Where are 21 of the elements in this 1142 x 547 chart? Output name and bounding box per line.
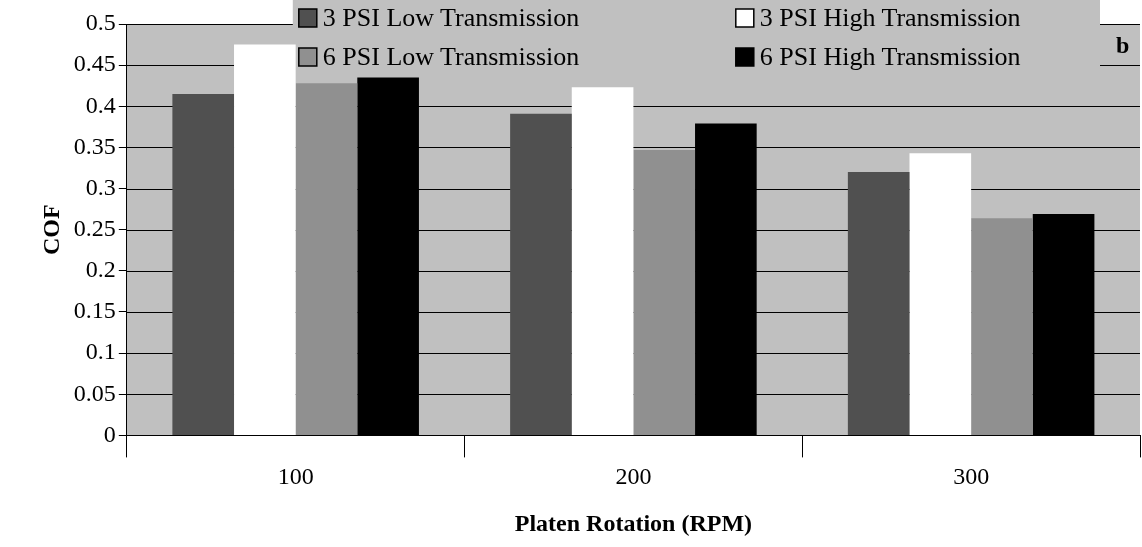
y-tick-label: 0.15 [73, 297, 116, 324]
x-axis-title: Platen Rotation (RPM) [514, 509, 753, 536]
y-tick-label: 0.45 [73, 50, 116, 77]
y-tick-label: 0.05 [73, 379, 116, 406]
y-tick-label: 0.35 [73, 132, 116, 159]
y-tick-label: 0 [103, 420, 116, 447]
legend-label: 6 PSI High Transmission [759, 41, 1021, 71]
x-tick-label: 100 [277, 463, 314, 490]
y-tick-label: 0.25 [73, 215, 116, 241]
y-axis-title: COF [37, 204, 64, 256]
x-tick-label: 200 [615, 463, 652, 490]
y-tick-label: 0.2 [85, 256, 116, 283]
y-tick-label: 0.4 [85, 91, 116, 118]
y-tick-label: 0.5 [85, 9, 116, 36]
annotation: b [1116, 32, 1130, 59]
y-tick-label: 0.3 [85, 173, 116, 200]
legend-label: 3 PSI High Transmission [759, 2, 1021, 32]
y-tick-label: 0.1 [85, 338, 116, 365]
legend-label: 3 PSI Low Transmission [322, 2, 580, 32]
legend-label: 6 PSI Low Transmission [322, 41, 580, 71]
x-tick-label: 300 [953, 463, 990, 490]
